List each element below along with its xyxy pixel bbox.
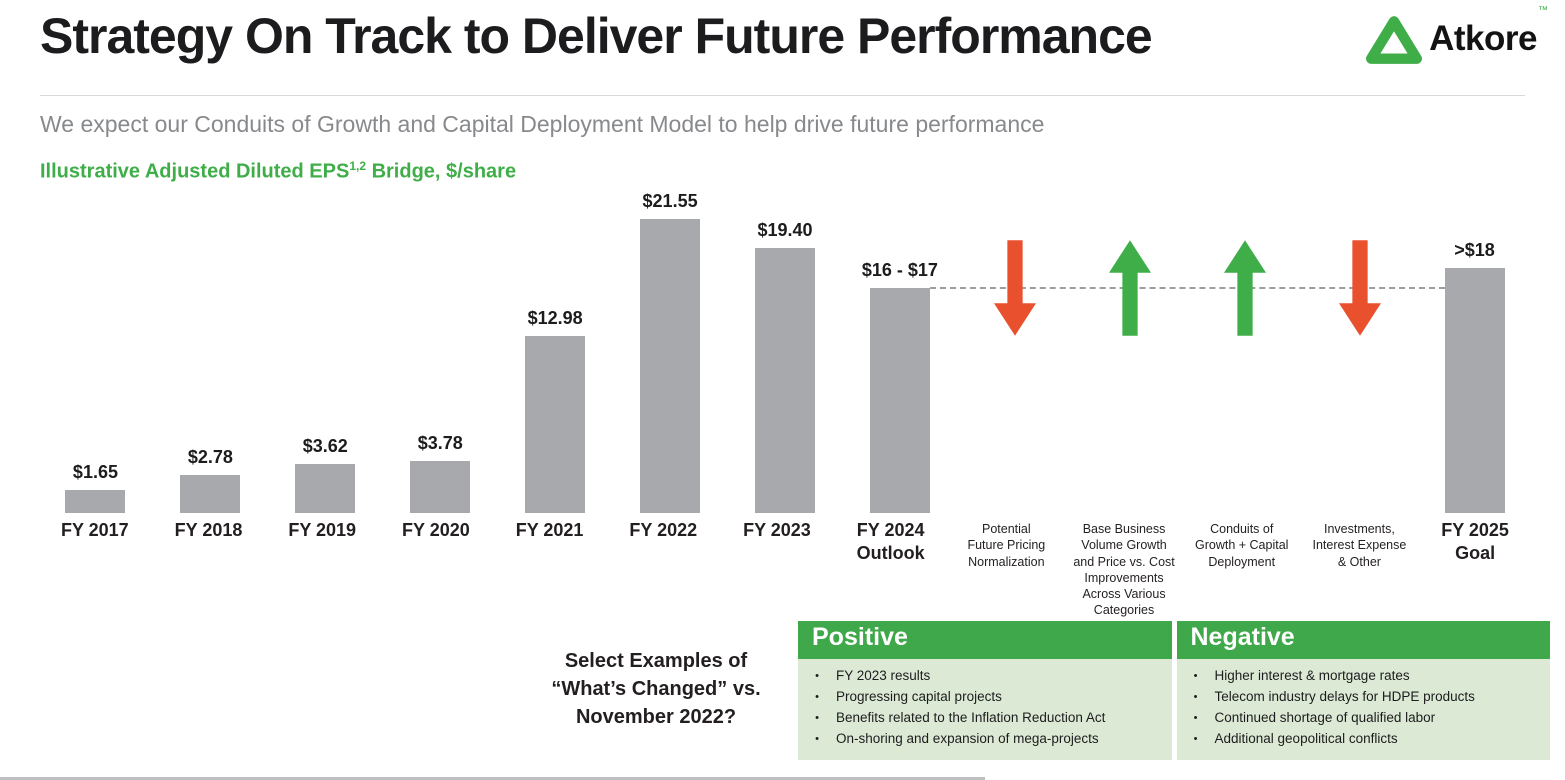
x-axis-label: FY 2021 (515, 520, 584, 540)
bar-value-label: $16 - $17 (861, 260, 938, 280)
bullet-icon: • (1193, 690, 1198, 703)
arrow-category-label: Conduits of Growth + Capital Deployment (1194, 522, 1289, 569)
bullet-text: Additional geopolitical conflicts (1214, 730, 1398, 746)
atkore-triangle-icon (1366, 16, 1423, 64)
x-axis-label: FY 2018 (174, 520, 243, 540)
bar (754, 248, 815, 513)
down-arrow-icon (1338, 239, 1381, 337)
x-axis-label: FY 2025 Goal (1441, 520, 1509, 563)
bar-value-label: $1.65 (72, 462, 118, 482)
chart-title-text: Illustrative Adjusted Diluted EPS (40, 160, 350, 183)
bar (525, 336, 586, 513)
positive-negative-table: Positive Negative • FY 2023 results • Progr… (798, 621, 1550, 760)
bar-value-label: $12.98 (527, 308, 583, 328)
bar-value-label: $2.78 (187, 447, 233, 467)
up-arrow-icon (1108, 239, 1151, 337)
bullet-icon: • (1193, 670, 1198, 682)
chart-column-bar: $12.98 (498, 213, 613, 513)
trademark-symbol: ™ (1538, 5, 1548, 16)
x-axis-label: FY 2022 (629, 520, 698, 540)
chart-title-suffix: Bridge, $/share (366, 160, 517, 183)
bullet-text: Continued shortage of qualified labor (1214, 709, 1436, 725)
chart-title-footnote-marker: 1,2 (349, 159, 367, 173)
bullet-icon: • (1193, 711, 1198, 724)
bar-value-label: $19.40 (757, 220, 813, 240)
chart-column-bar: $2.78 (153, 213, 268, 513)
bullet-text: Progressing capital projects (836, 688, 1002, 704)
bullet-item: • Additional geopolitical conflicts (1177, 729, 1543, 750)
eps-bridge-chart: $1.65 $2.78 $3.62 $3.78 $12.98 $21.55 $19.40 $1… (38, 191, 1532, 619)
x-axis-label: FY 2020 (402, 520, 470, 540)
chart-plot: $1.65 $2.78 $3.62 $3.78 $12.98 $21.55 $19.40 $1… (38, 191, 1532, 513)
bullet-item: • Telecom industry delays for HDPE produc… (1177, 687, 1543, 708)
bar (180, 475, 241, 513)
bullet-icon: • (815, 732, 819, 745)
chart-column-arrow (957, 213, 1072, 513)
chart-column-bar: $16 - $17 (842, 213, 957, 513)
page-title: Strategy On Track to Deliver Future Perf… (40, 8, 1153, 64)
chart-title: Illustrative Adjusted Diluted EPS1,2 Bri… (40, 159, 516, 184)
arrow-category-label: Base Business Volume Growth and Price vs. … (1073, 522, 1175, 618)
chart-column-bar: $21.55 (613, 191, 728, 513)
up-arrow-icon (1223, 239, 1266, 337)
bullet-item: • On-shoring and expansion of mega-projec… (798, 729, 1164, 750)
atkore-logo: Atkore™ (1366, 5, 1548, 64)
bar-value-label: $3.62 (302, 436, 348, 456)
bullet-text: Higher interest & mortgage rates (1214, 668, 1410, 683)
x-axis-label: FY 2024 Outlook (856, 520, 925, 563)
slide-footer-line (0, 777, 985, 780)
bullet-item: • Benefits related to the Inflation Reduc… (798, 708, 1164, 729)
chart-column-bar: $3.78 (383, 213, 498, 513)
bullet-icon: • (1193, 732, 1198, 745)
dashed-connector-line (929, 287, 1445, 289)
bar (640, 219, 701, 513)
positive-items: • FY 2023 results • Progressing capital pro… (798, 659, 1172, 760)
bar-value-label: >$18 (1454, 240, 1495, 260)
header: Strategy On Track to Deliver Future Perf… (40, 5, 1548, 64)
chart-column-bar: $19.40 (728, 213, 843, 513)
bullet-text: On-shoring and expansion of mega-project… (836, 730, 1099, 746)
chart-column-bar: >$18 (1417, 213, 1532, 513)
down-arrow-icon (993, 239, 1036, 337)
chart-column-arrow (1072, 213, 1187, 513)
atkore-logo-text: Atkore (1429, 19, 1537, 58)
chart-labels: FY 2017 FY 2018 FY 2019 FY 2020 FY 2021 FY 20… (38, 519, 1532, 619)
bullet-text: Benefits related to the Inflation Reduct… (836, 709, 1106, 725)
chart-column-arrow (1187, 213, 1302, 513)
chart-column-arrow (1302, 213, 1417, 513)
bullet-item: • Higher interest & mortgage rates (1177, 666, 1543, 687)
positive-header: Positive (798, 621, 1172, 659)
bar (295, 464, 356, 513)
bar (65, 490, 126, 513)
chart-column-bar: $1.65 (38, 213, 153, 513)
bar (1444, 268, 1505, 513)
x-axis-label: FY 2023 (743, 520, 811, 540)
atkore-logo-wordmark: Atkore™ (1429, 5, 1548, 59)
header-divider (40, 95, 1525, 96)
negative-header: Negative (1176, 621, 1550, 659)
arrow-category-label: Investments, Interest Expense & Other (1312, 522, 1407, 569)
bullet-text: Telecom industry delays for HDPE product… (1214, 688, 1475, 704)
whats-changed-prompt: Select Examples of “What’s Changed” vs. No… (551, 650, 761, 728)
bar-value-label: $21.55 (642, 191, 698, 211)
bullet-item: • Progressing capital projects (798, 687, 1164, 708)
arrow-category-label: Potential Future Pricing Normalization (967, 522, 1046, 569)
bullet-item: • Continued shortage of qualified labor (1177, 708, 1543, 729)
bar (410, 461, 471, 513)
bar (869, 288, 930, 513)
bullet-icon: • (815, 690, 819, 703)
x-axis-label: FY 2019 (288, 520, 357, 540)
chart-column-bar: $3.62 (268, 213, 383, 513)
bottom-section: Select Examples of “What’s Changed” vs. No… (522, 621, 1550, 760)
negative-items: • Higher interest & mortgage rates • Teleco… (1176, 659, 1550, 760)
x-axis-label: FY 2017 (60, 520, 129, 540)
bullet-item: • FY 2023 results (798, 666, 1164, 687)
slide-subtitle: We expect our Conduits of Growth and Cap… (40, 111, 1045, 137)
bullet-icon: • (815, 711, 819, 724)
bullet-icon: • (815, 670, 819, 682)
bullet-text: FY 2023 results (836, 668, 931, 683)
bar-value-label: $3.78 (417, 433, 463, 453)
